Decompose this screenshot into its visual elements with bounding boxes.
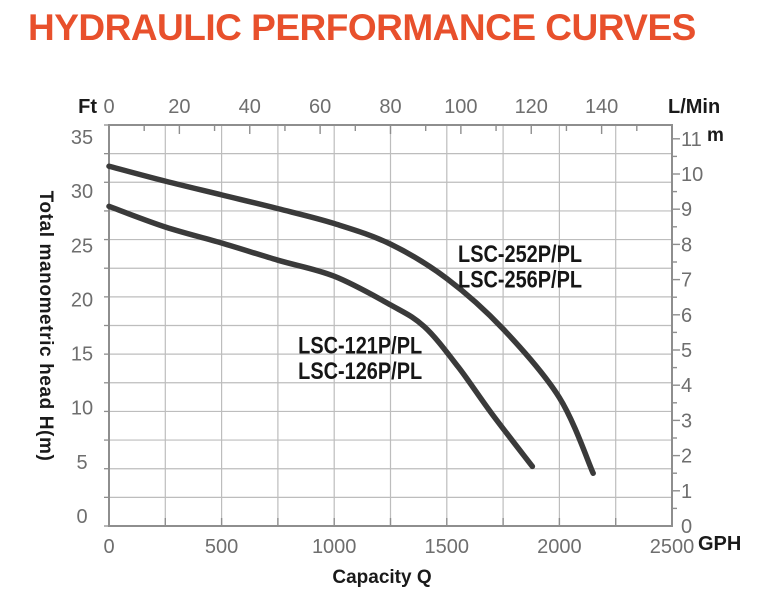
right-axis-tick-label: 5 (681, 340, 692, 362)
right-axis-unit-label: m (707, 125, 724, 146)
right-axis-tick-label: 8 (681, 234, 692, 256)
left-axis-tick-label: 15 (71, 344, 93, 366)
right-axis-tick-label: 2 (681, 446, 692, 468)
left-axis-tick-label: 35 (71, 127, 93, 149)
left-axis-tick-label: 20 (71, 289, 93, 311)
curve-LSC-121P/PL (106, 203, 536, 470)
y-axis-title: Total manometric head H(m) (35, 191, 56, 462)
left-axis-unit-label: Ft (78, 96, 97, 118)
series-label-LSC-252P/PL: LSC-252P/PL (458, 241, 582, 268)
top-axis-tick-label: 60 (309, 96, 331, 118)
right-axis-tick-label: 1 (681, 481, 692, 503)
right-axis-tick-label: 6 (681, 305, 692, 327)
left-axis-tick-label: 5 (76, 452, 87, 474)
top-axis-tick-label: 120 (515, 96, 548, 118)
right-axis-tick-label: 9 (681, 199, 692, 221)
bottom-axis-tick-label: 2000 (537, 536, 582, 558)
curve-LSC-252P/PL (106, 163, 596, 477)
right-axis-tick-label: 7 (681, 270, 692, 292)
right-axis-tick-label: 4 (681, 375, 692, 397)
series-label-LSC-126P/PL: LSC-126P/PL (298, 358, 422, 385)
right-axis-tick-label: 0 (681, 516, 692, 538)
page-title: HYDRAULIC PERFORMANCE CURVES (28, 7, 696, 48)
top-axis-tick-label: 80 (379, 96, 401, 118)
right-axis-tick-label: 10 (681, 164, 703, 186)
top-axis-tick-label: 20 (168, 96, 190, 118)
series-label-LSC-256P/PL: LSC-256P/PL (458, 266, 582, 293)
left-axis-tick-label: 10 (71, 398, 93, 420)
left-axis-tick-label: 0 (76, 506, 87, 528)
bottom-axis-unit-label: GPH (698, 533, 741, 555)
bottom-axis-tick-label: 1500 (425, 536, 470, 558)
bottom-axis-tick-label: 0 (103, 536, 114, 558)
left-axis-tick-label: 30 (71, 181, 93, 203)
bottom-axis-tick-label: 1000 (312, 536, 357, 558)
bottom-axis-tick-label: 500 (205, 536, 238, 558)
top-axis-tick-label: 0 (103, 96, 114, 118)
bottom-axis-tick-label: 2500 (650, 536, 695, 558)
left-axis-tick-label: 25 (71, 235, 93, 257)
top-axis-tick-label: 40 (239, 96, 261, 118)
top-axis-tick-label: 100 (444, 96, 477, 118)
top-axis-unit-label: L/Min (668, 96, 720, 118)
series-label-LSC-121P/PL: LSC-121P/PL (298, 332, 422, 359)
right-axis-tick-label: 11 (681, 129, 702, 151)
right-axis-tick-label: 3 (681, 410, 692, 432)
top-axis-tick-label: 140 (585, 96, 618, 118)
x-axis-title: Capacity Q (332, 567, 431, 588)
